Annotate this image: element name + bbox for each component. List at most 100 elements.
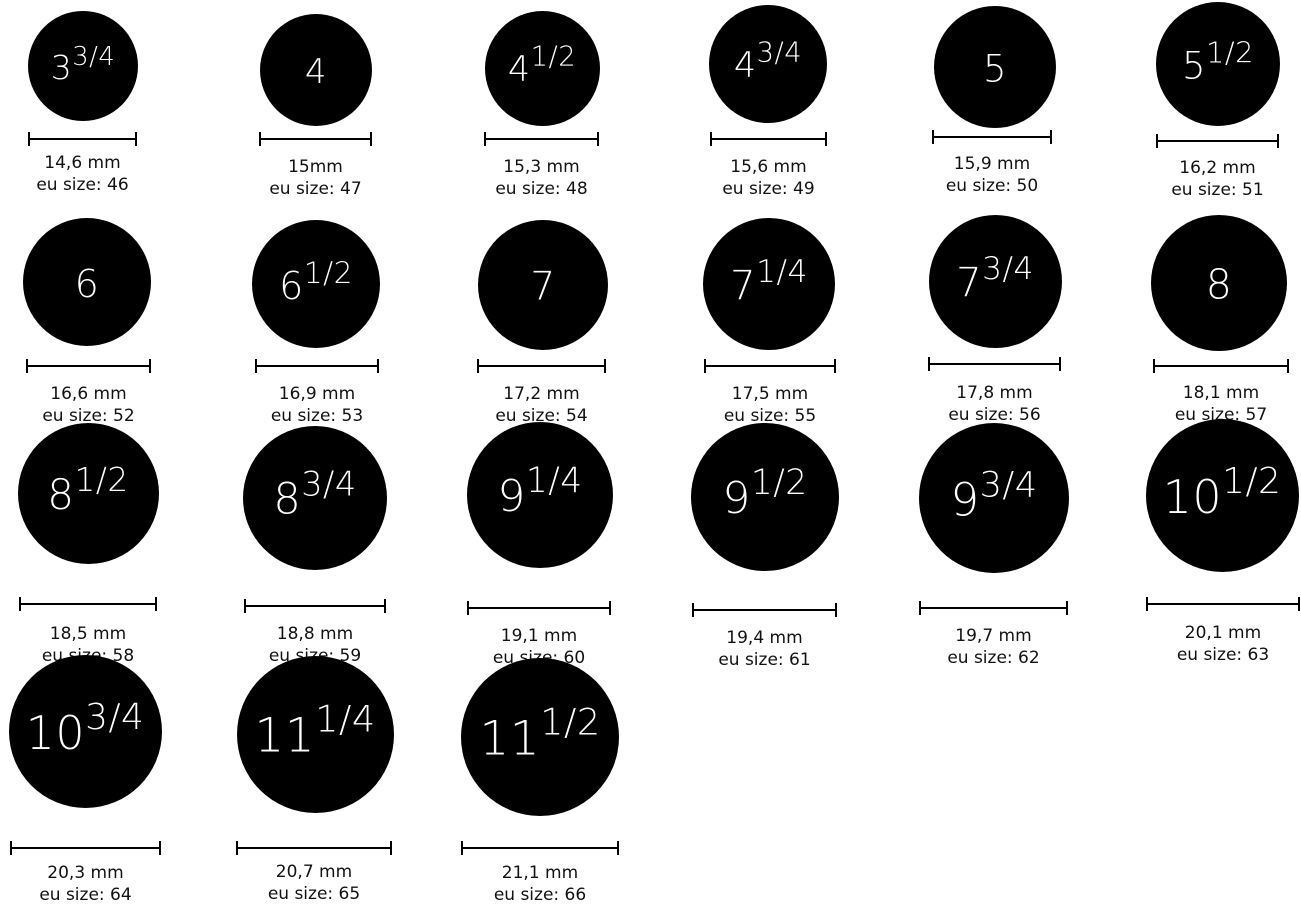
diameter-rule	[1153, 359, 1289, 373]
ring-size-whole: 7	[530, 265, 555, 310]
diameter-rule	[255, 359, 379, 373]
ring-size-whole: 8	[1206, 261, 1233, 309]
ring-size-label: 73/4	[956, 263, 1034, 303]
ring-size-fraction: 3/4	[980, 464, 1038, 505]
diameter-mm-text: 17,8 mm	[895, 382, 1095, 404]
ring-size-whole: 5	[983, 48, 1007, 91]
diameter-rule	[26, 359, 151, 373]
ring-size-whole: 3	[51, 48, 73, 87]
ring-size-label: 5	[983, 51, 1007, 88]
diameter-rule	[1156, 134, 1279, 148]
ring-size-fraction: 1/4	[526, 461, 583, 501]
ring-size-whole: 6	[279, 264, 304, 308]
ring-size-whole: 7	[956, 260, 982, 306]
ring-size-whole: 9	[722, 473, 751, 524]
diameter-rule	[928, 357, 1061, 371]
diameter-mm-text: 19,1 mm	[439, 625, 639, 647]
ring-size-label: 103/4	[26, 710, 145, 756]
eu-size-text: eu size: 62	[894, 647, 1094, 669]
diameter-mm-text: 15,9 mm	[892, 153, 1092, 175]
ring-size-label: 101/2	[1163, 474, 1282, 520]
ring-size-whole: 5	[1182, 45, 1206, 88]
ring-size-label: 81/2	[47, 474, 128, 516]
diameter-mm-text: 20,7 mm	[214, 861, 414, 883]
diameter-mm-text: 15,3 mm	[442, 156, 642, 178]
diameter-rule	[932, 130, 1052, 144]
diameter-mm-text: 15,6 mm	[669, 156, 869, 178]
ring-size-whole: 6	[75, 262, 100, 306]
ring-size-whole: 7	[730, 263, 756, 309]
ring-size-fraction: 1/2	[1206, 36, 1254, 70]
diameter-rule	[919, 601, 1068, 615]
diameter-mm-text: 18,1 mm	[1121, 382, 1301, 404]
diameter-mm-text: 17,2 mm	[442, 383, 642, 405]
ring-size-label: 111/2	[479, 716, 600, 763]
eu-size-text: eu size: 50	[892, 175, 1092, 197]
ring-size-whole: 11	[254, 709, 315, 764]
diameter-rule	[710, 132, 827, 146]
eu-size-text: eu size: 51	[1118, 179, 1301, 201]
ring-size-fraction: 3/4	[85, 697, 144, 738]
eu-size-text: eu size: 66	[440, 884, 640, 906]
ring-size-label: 41/2	[508, 53, 576, 88]
eu-size-text: eu size: 48	[442, 178, 642, 200]
diameter-mm-text: 16,9 mm	[217, 383, 417, 405]
diameter-rule	[244, 599, 386, 613]
ring-size-whole: 4	[734, 46, 757, 86]
diameter-mm-text: 19,7 mm	[894, 625, 1094, 647]
diameter-rule	[19, 597, 157, 611]
ring-size-fraction: 3/4	[982, 251, 1034, 287]
ring-size-fraction: 3/4	[72, 42, 115, 72]
ring-size-fraction: 1/2	[304, 255, 353, 290]
ring-size-label: 111/4	[254, 713, 375, 760]
ring-size-fraction: 1/2	[751, 463, 808, 503]
ring-size-label: 6	[75, 265, 100, 303]
ring-size-whole: 4	[508, 50, 531, 90]
eu-size-text: eu size: 63	[1123, 644, 1301, 666]
diameter-mm-text: 17,5 mm	[670, 383, 870, 405]
ring-size-fraction: 3/4	[301, 464, 356, 503]
ring-size-label: 8	[1206, 265, 1233, 306]
diameter-rule	[467, 601, 611, 615]
diameter-mm-text: 19,4 mm	[665, 627, 865, 649]
ring-size-whole: 10	[26, 706, 86, 760]
ring-size-whole: 8	[47, 470, 74, 519]
ring-size-fraction: 1/4	[756, 254, 808, 290]
diameter-mm-text: 18,8 mm	[215, 623, 415, 645]
ring-size-label: 61/2	[279, 267, 353, 305]
eu-size-text: eu size: 49	[669, 178, 869, 200]
eu-size-text: eu size: 64	[0, 884, 186, 906]
ring-size-label: 93/4	[950, 478, 1037, 523]
ring-size-fraction: 3/4	[757, 38, 802, 69]
ring-size-label: 83/4	[273, 479, 356, 522]
ring-size-label: 7	[530, 268, 555, 307]
diameter-rule	[10, 841, 161, 855]
ring-size-label: 4	[305, 55, 327, 89]
diameter-rule	[259, 132, 372, 146]
eu-size-text: eu size: 53	[217, 405, 417, 427]
ring-size-whole: 4	[305, 52, 327, 92]
diameter-rule	[477, 359, 606, 373]
ring-size-fraction: 1/2	[531, 42, 576, 73]
ring-size-fraction: 1/2	[540, 700, 601, 743]
eu-size-text: eu size: 61	[665, 649, 865, 671]
ring-size-fraction: 1/4	[315, 697, 376, 740]
ring-size-label: 91/2	[722, 477, 807, 521]
diameter-rule	[704, 359, 836, 373]
diameter-mm-text: 20,1 mm	[1123, 622, 1301, 644]
